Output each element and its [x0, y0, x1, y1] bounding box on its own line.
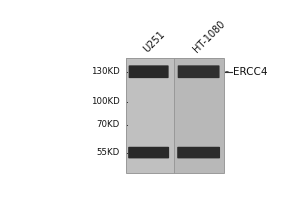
Bar — [126, 58, 224, 173]
Text: 100KD: 100KD — [91, 97, 120, 106]
Text: HT-1080: HT-1080 — [192, 19, 227, 55]
Text: U251: U251 — [142, 30, 167, 55]
FancyBboxPatch shape — [128, 147, 169, 158]
Text: 70KD: 70KD — [97, 120, 120, 129]
Text: 130KD: 130KD — [91, 67, 120, 76]
Text: 55KD: 55KD — [97, 148, 120, 157]
FancyBboxPatch shape — [178, 65, 220, 78]
Bar — [126, 58, 173, 173]
Text: ERCC4: ERCC4 — [233, 67, 267, 77]
FancyBboxPatch shape — [177, 147, 220, 158]
FancyBboxPatch shape — [129, 65, 169, 78]
Bar — [173, 58, 224, 173]
